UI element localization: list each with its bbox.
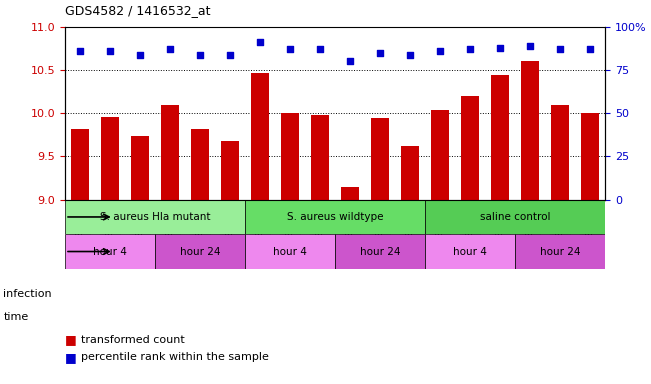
Text: percentile rank within the sample: percentile rank within the sample bbox=[81, 352, 270, 362]
Bar bbox=[432, 110, 449, 200]
Bar bbox=[311, 115, 329, 200]
Point bbox=[495, 45, 506, 51]
Text: hour 24: hour 24 bbox=[540, 247, 581, 257]
Text: transformed count: transformed count bbox=[81, 335, 185, 345]
Point bbox=[135, 51, 145, 58]
Point bbox=[225, 51, 236, 58]
Point bbox=[165, 46, 175, 53]
Bar bbox=[71, 129, 89, 200]
Bar bbox=[221, 141, 239, 200]
Bar bbox=[101, 117, 119, 200]
Text: hour 4: hour 4 bbox=[273, 247, 307, 257]
Bar bbox=[341, 187, 359, 200]
Bar bbox=[251, 73, 270, 200]
Text: saline control: saline control bbox=[480, 212, 551, 222]
Bar bbox=[335, 234, 425, 269]
Bar bbox=[65, 234, 155, 269]
Text: ■: ■ bbox=[65, 351, 77, 364]
Text: S. aureus wildtype: S. aureus wildtype bbox=[287, 212, 383, 222]
Point bbox=[405, 51, 415, 58]
Text: hour 4: hour 4 bbox=[453, 247, 488, 257]
Bar bbox=[281, 113, 299, 200]
Point bbox=[315, 46, 326, 53]
Point bbox=[195, 51, 206, 58]
Bar bbox=[492, 75, 509, 200]
Text: infection: infection bbox=[3, 289, 52, 299]
Bar bbox=[462, 96, 479, 200]
Bar bbox=[551, 104, 570, 200]
Bar bbox=[516, 234, 605, 269]
Point bbox=[75, 48, 85, 54]
Bar bbox=[371, 118, 389, 200]
Point bbox=[285, 46, 296, 53]
Bar bbox=[425, 200, 605, 234]
Point bbox=[525, 43, 536, 49]
Text: hour 24: hour 24 bbox=[180, 247, 221, 257]
Bar bbox=[65, 200, 245, 234]
Text: hour 4: hour 4 bbox=[93, 247, 127, 257]
Bar bbox=[521, 61, 540, 200]
Text: S. aureus Hla mutant: S. aureus Hla mutant bbox=[100, 212, 210, 222]
Point bbox=[345, 58, 355, 65]
Bar bbox=[581, 113, 600, 200]
Bar bbox=[161, 104, 179, 200]
Point bbox=[465, 46, 475, 53]
Text: ■: ■ bbox=[65, 333, 77, 346]
Point bbox=[105, 48, 115, 54]
Text: GDS4582 / 1416532_at: GDS4582 / 1416532_at bbox=[65, 4, 211, 17]
Bar bbox=[401, 146, 419, 200]
Bar bbox=[245, 200, 425, 234]
Bar bbox=[155, 234, 245, 269]
Bar bbox=[425, 234, 516, 269]
Point bbox=[375, 50, 385, 56]
Bar bbox=[245, 234, 335, 269]
Point bbox=[585, 46, 596, 53]
Bar bbox=[131, 136, 149, 200]
Point bbox=[255, 40, 266, 46]
Bar bbox=[191, 129, 209, 200]
Point bbox=[435, 48, 445, 54]
Point bbox=[555, 46, 566, 53]
Text: time: time bbox=[3, 312, 29, 322]
Text: hour 24: hour 24 bbox=[360, 247, 400, 257]
